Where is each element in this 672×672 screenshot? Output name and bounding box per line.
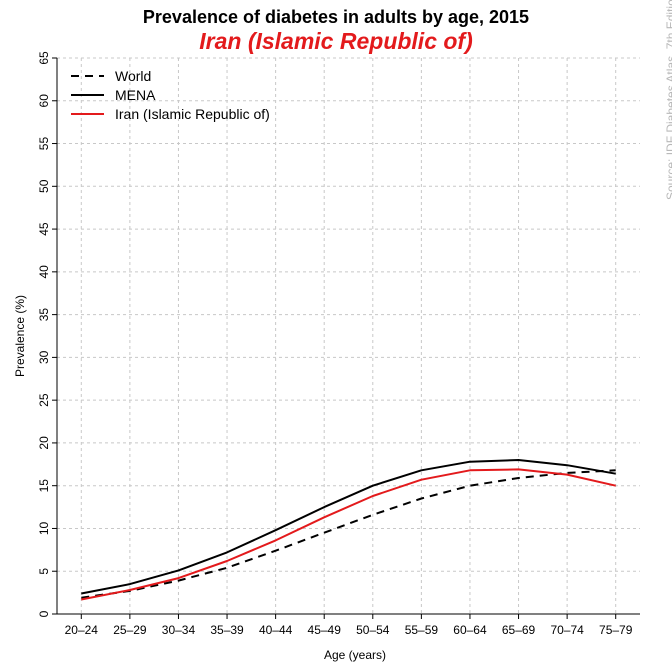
x-tick-label: 35–39 [210,623,244,637]
y-tick-label: 15 [37,479,51,493]
y-tick-label: 5 [37,568,51,575]
y-tick-label: 55 [37,137,51,151]
y-tick-label: 65 [37,51,51,65]
y-tick-label: 20 [37,436,51,450]
axis-layer: 0 5 10 15 20 25 30 35 40 45 50 55 60 65 20–24 25–29 30–3… [37,51,640,637]
x-tick-label: 25–29 [113,623,147,637]
series-layer [81,459,616,601]
y-tick-label: 50 [37,179,51,193]
x-tick-label: 20–24 [65,623,99,637]
y-tick-label: 30 [37,350,51,364]
y-tick-label: 60 [37,94,51,108]
x-tick-label: 50–54 [356,623,390,637]
x-tick-label: 70–74 [550,623,584,637]
y-tick-label: 25 [37,393,51,407]
y-tick-label: 35 [37,308,51,322]
x-tick-label: 45–49 [308,623,342,637]
series-line-0 [81,469,616,599]
y-tick-label: 40 [37,265,51,279]
x-axis-label: Age (years) [324,648,386,662]
chart-title: Prevalence of diabetes in adults by age,… [142,7,530,27]
y-tick-label: 0 [37,610,51,617]
legend-label: MENA [115,87,156,103]
x-tick-label: 40–44 [259,623,293,637]
x-tick-label: 75–79 [599,623,633,637]
x-tick-label: 30–34 [162,623,196,637]
series-line-1 [81,459,616,595]
y-tick-label: 45 [37,222,51,236]
grid-layer [57,57,640,614]
chart-subtitle: Iran (Islamic Republic of) [199,28,473,54]
y-tick-label: 10 [37,521,51,535]
series-line-2 [81,468,616,601]
x-tick-label: 65–69 [502,623,536,637]
legend-label: Iran (Islamic Republic of) [115,106,270,122]
y-axis-label: Prevalence (%) [13,295,27,377]
x-tick-label: 60–64 [453,623,487,637]
legend: World MENA Iran (Islamic Republic of) [71,68,270,122]
x-tick-label: 55–59 [405,623,439,637]
source-note: Source: IDF Diabetes Atlas, 7th Edition,… [664,0,672,200]
legend-label: World [115,68,151,84]
